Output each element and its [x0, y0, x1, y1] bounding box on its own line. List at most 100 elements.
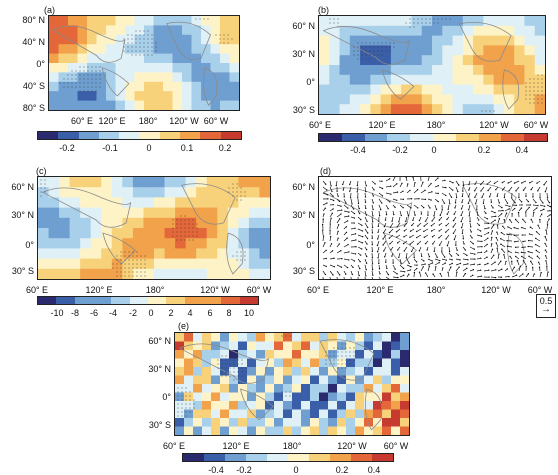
- colorbar-tick-label: -0.2: [392, 146, 408, 155]
- field-cell: [265, 418, 275, 427]
- significance-dot: [542, 87, 543, 88]
- field-cell: [504, 55, 515, 65]
- field-cell: [411, 55, 422, 65]
- field-cell: [106, 44, 116, 54]
- field-cell: [535, 26, 545, 36]
- wind-vector-head: [340, 250, 341, 251]
- wind-vector-head: [451, 255, 452, 256]
- wind-vector-head: [523, 260, 524, 261]
- significance-dot: [238, 376, 239, 377]
- field-cell: [340, 94, 351, 104]
- significance-dot: [144, 55, 145, 56]
- colorbar-swatch: [93, 297, 111, 304]
- lon-label: 180°: [283, 442, 302, 451]
- wind-vector-head: [432, 262, 433, 263]
- field-cell: [238, 401, 248, 410]
- wind-vector-head: [332, 196, 333, 197]
- wind-vector-head: [418, 198, 419, 199]
- field-cell: [422, 16, 433, 26]
- significance-dot: [354, 47, 355, 48]
- colorbar-swatch: [56, 297, 74, 304]
- significance-dot: [125, 272, 126, 273]
- wind-vector-head: [378, 226, 379, 227]
- field-cell: [70, 228, 81, 239]
- significance-dot: [88, 87, 89, 88]
- wind-vector-head: [343, 189, 344, 190]
- significance-dot: [96, 91, 97, 92]
- wind-vector-head: [538, 262, 539, 263]
- field-cell: [143, 197, 154, 208]
- wind-vector-head: [521, 182, 522, 183]
- wind-vector-head: [357, 197, 358, 198]
- field-cell: [49, 269, 60, 279]
- significance-dot: [530, 83, 531, 84]
- field-cell: [373, 384, 383, 393]
- colorbar-swatch: [225, 454, 246, 461]
- significance-dot: [241, 200, 242, 201]
- wind-vector-head: [340, 213, 341, 214]
- significance-dot: [88, 79, 89, 80]
- wind-vector-head: [326, 266, 327, 267]
- wind-vector-head: [381, 181, 382, 182]
- significance-dot: [177, 236, 178, 237]
- significance-dot: [538, 87, 539, 88]
- wind-vector-head: [521, 207, 522, 208]
- significance-dot: [410, 19, 411, 20]
- wind-vector-head: [387, 208, 388, 209]
- significance-dot: [140, 35, 141, 36]
- significance-dot: [426, 19, 427, 20]
- field-cell: [535, 45, 545, 55]
- field-cell: [211, 350, 221, 359]
- wind-vector-head: [348, 259, 349, 260]
- field-cell: [211, 401, 221, 410]
- wind-vector-head: [419, 272, 420, 273]
- field-cell: [165, 248, 176, 259]
- significance-dot: [128, 35, 129, 36]
- wind-vector-head: [436, 209, 437, 210]
- field-cell: [340, 65, 351, 75]
- wind-vector-head: [500, 238, 501, 239]
- field-cell: [411, 45, 422, 55]
- field-cell: [391, 342, 401, 351]
- wind-vector-head: [341, 209, 342, 210]
- significance-dot: [241, 260, 242, 261]
- colorbar-a: [37, 131, 242, 140]
- wind-vector-head: [496, 231, 497, 232]
- field-cell: [473, 85, 484, 95]
- field-cell: [249, 238, 260, 249]
- wind-vector-head: [410, 269, 411, 270]
- colorbar-swatch: [166, 297, 184, 304]
- field-cell: [87, 72, 97, 82]
- wind-vector-head: [374, 183, 375, 184]
- significance-dot: [374, 43, 375, 44]
- significance-dot: [358, 51, 359, 52]
- colorbar-swatch: [524, 134, 547, 141]
- field-cell: [382, 418, 392, 427]
- field-cell: [125, 44, 135, 54]
- field-cell: [340, 75, 351, 85]
- field-cell: [220, 91, 230, 101]
- field-cell: [274, 418, 284, 427]
- wind-vector-head: [544, 206, 545, 207]
- significance-dot: [177, 232, 178, 233]
- field-cell: [230, 72, 240, 82]
- field-cell: [400, 384, 409, 393]
- field-cell: [59, 187, 70, 198]
- significance-dot: [178, 388, 179, 389]
- field-cell: [211, 384, 221, 393]
- field-cell: [220, 72, 230, 82]
- field-cell: [173, 72, 183, 82]
- field-cell: [186, 218, 197, 229]
- field-cell: [192, 44, 202, 54]
- significance-dot: [342, 344, 343, 345]
- field-cell: [283, 401, 293, 410]
- wind-vector-head: [452, 263, 453, 264]
- significance-dot: [282, 392, 283, 393]
- field-cell: [38, 208, 49, 219]
- field-cell: [350, 36, 361, 46]
- wind-vector-head: [487, 238, 488, 239]
- wind-vector-head: [373, 195, 374, 196]
- lat-label: 30° S: [287, 106, 315, 115]
- field-cell: [154, 218, 165, 229]
- significance-dot: [220, 39, 221, 40]
